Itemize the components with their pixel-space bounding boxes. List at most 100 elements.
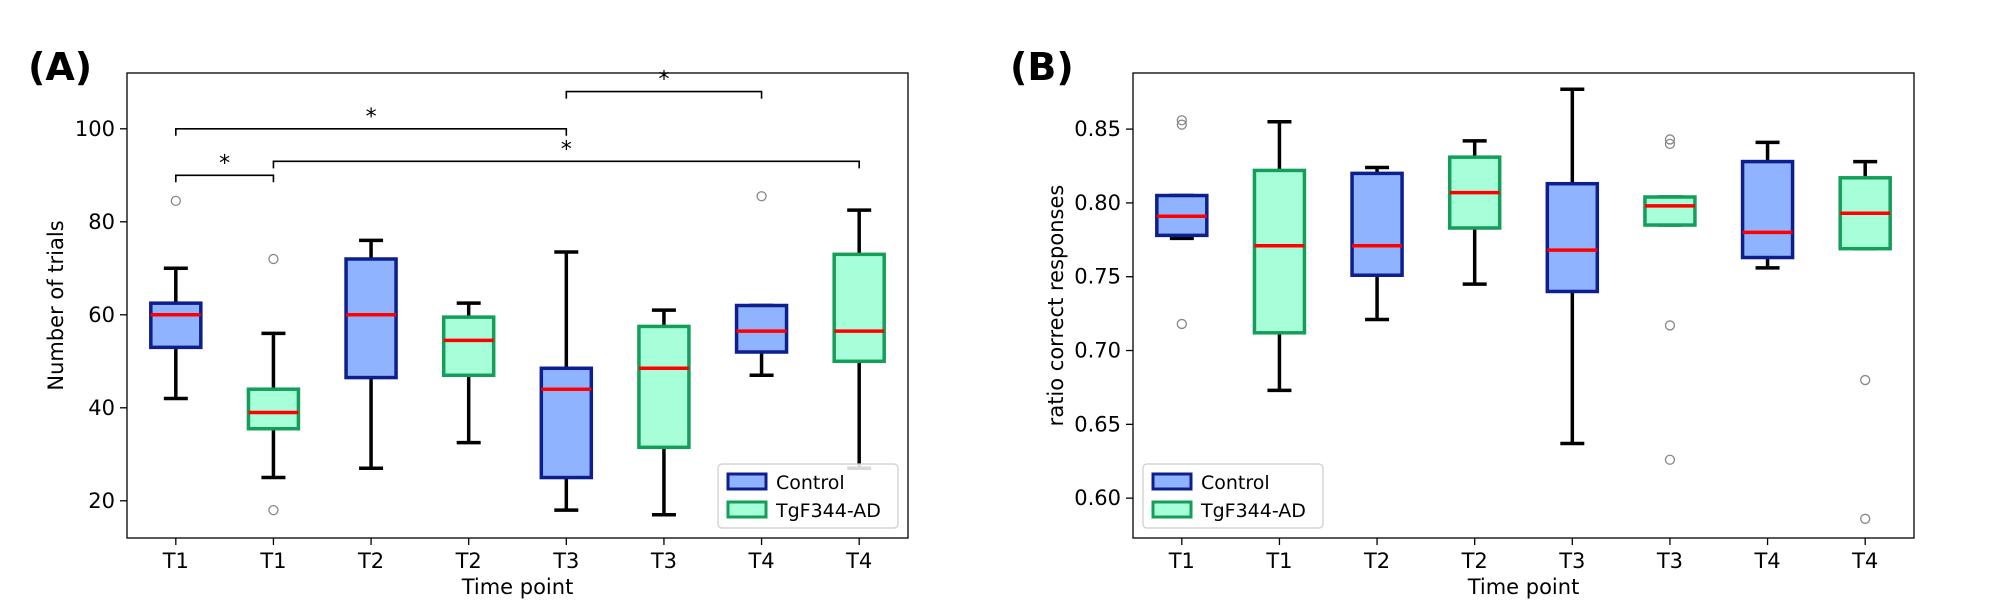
x-axis-label: Time point: [461, 575, 574, 599]
box-1-control: [149, 195, 203, 401]
legend-label: Control: [1201, 472, 1270, 494]
outlier-point: [1664, 134, 1676, 145]
box-6-tgf344-ad: [637, 308, 691, 517]
outlier-point: [1176, 119, 1187, 130]
significance-label: *: [658, 68, 669, 93]
box-1-control: [1155, 115, 1209, 330]
box-5-control: [539, 250, 594, 512]
outlier-point: [1664, 320, 1676, 331]
legend-swatch: [726, 472, 768, 491]
box-2-tgf344-ad: [1252, 119, 1307, 393]
box-iqr: [1740, 159, 1795, 260]
box-8-tgf344-ad: [832, 208, 886, 470]
box-3-control: [344, 238, 398, 470]
box-iqr: [832, 252, 886, 364]
box-iqr: [149, 301, 203, 350]
legend-swatch: [1151, 500, 1193, 519]
y-tick-label: 60: [88, 303, 115, 327]
box-iqr: [734, 303, 789, 354]
y-tick-label: 80: [88, 210, 115, 234]
box-iqr: [1545, 181, 1600, 294]
x-tick-label: T3: [650, 549, 677, 573]
box-5-control: [1545, 87, 1600, 446]
outlier-point: [1176, 318, 1187, 330]
plot-frame: [126, 72, 909, 539]
y-tick-label: 0.85: [1074, 117, 1121, 141]
box-iqr: [1643, 195, 1697, 227]
box-iqr: [1252, 168, 1307, 335]
box-iqr: [637, 324, 691, 450]
bracket-line: [175, 174, 275, 183]
significance-label: *: [366, 105, 377, 130]
y-axis-label: Number of trials: [44, 220, 68, 390]
box-7-control: [734, 191, 789, 377]
x-tick-label: T1: [259, 549, 286, 573]
outlier-point: [268, 253, 279, 265]
y-axis-label: ratio correct responses: [1044, 185, 1068, 427]
x-tick-label: T3: [1558, 549, 1585, 573]
x-tick-label: T4: [747, 549, 774, 573]
x-axis-label: Time point: [1467, 575, 1580, 599]
outlier-point: [756, 191, 767, 202]
x-tick-label: T1: [162, 549, 189, 573]
x-tick-label: T2: [1461, 549, 1488, 573]
significance-label: *: [219, 151, 230, 176]
x-tick-label: T4: [1753, 549, 1780, 573]
outlier-point: [170, 195, 181, 207]
box-2-tgf344-ad: [246, 253, 301, 516]
significance-bracket: *: [565, 68, 763, 99]
x-tick-label: T2: [1363, 549, 1390, 573]
legend-label: TgF344-AD: [775, 500, 881, 522]
significance-bracket: *: [272, 137, 860, 169]
legend: Control TgF344-AD: [1142, 463, 1324, 529]
box-iqr: [1350, 171, 1404, 277]
panel-label: (A): [28, 45, 92, 89]
outlier-point: [1860, 374, 1871, 386]
panel-label: (B): [1010, 45, 1074, 89]
x-tick-label: T1: [1265, 549, 1292, 573]
y-tick-label: 0.60: [1074, 486, 1121, 510]
significance-bracket: *: [175, 105, 568, 136]
plot-frame: [1132, 72, 1915, 539]
box-7-control: [1740, 140, 1795, 270]
x-tick-label: T4: [845, 549, 872, 573]
y-tick-label: 20: [88, 489, 115, 513]
outlier-point: [1664, 454, 1676, 465]
x-tick-label: T4: [1851, 549, 1878, 573]
legend-swatch: [726, 500, 768, 519]
box-iqr: [539, 366, 594, 480]
bracket-line: [272, 160, 860, 169]
box-4-tgf344-ad: [1447, 139, 1502, 286]
bracket-line: [565, 90, 763, 99]
legend-swatch: [1151, 472, 1193, 491]
box-8-tgf344-ad: [1838, 159, 1892, 524]
outlier-point: [268, 504, 279, 516]
x-tick-label: T3: [552, 549, 579, 573]
y-tick-label: 0.75: [1074, 265, 1121, 289]
x-tick-label: T2: [455, 549, 482, 573]
bracket-line: [175, 128, 568, 136]
box-6-tgf344-ad: [1643, 134, 1697, 465]
significance-label: *: [561, 137, 572, 162]
box-iqr: [246, 387, 301, 431]
y-tick-label: 0.80: [1074, 191, 1121, 215]
outlier-point: [1176, 115, 1187, 126]
outlier-point: [1664, 138, 1676, 150]
outlier-point: [1860, 513, 1871, 524]
y-tick-label: 100: [75, 117, 115, 141]
x-tick-label: T2: [357, 549, 384, 573]
x-tick-label: T3: [1656, 549, 1683, 573]
legend: Control TgF344-AD: [717, 463, 899, 529]
y-tick-label: 40: [88, 396, 115, 420]
box-3-control: [1350, 165, 1404, 322]
legend-label: TgF344-AD: [1200, 500, 1306, 522]
box-iqr: [344, 257, 398, 380]
box-iqr: [441, 315, 496, 377]
legend-label: Control: [776, 472, 845, 494]
panel-a: (A) * * * * 20 40 60 80 100 T1 T1 T2 T2 T3 T3 T4 T4 Time p…: [28, 45, 909, 599]
y-tick-label: 0.65: [1074, 412, 1121, 436]
y-tick-label: 0.70: [1074, 339, 1121, 363]
box-4-tgf344-ad: [441, 301, 496, 445]
